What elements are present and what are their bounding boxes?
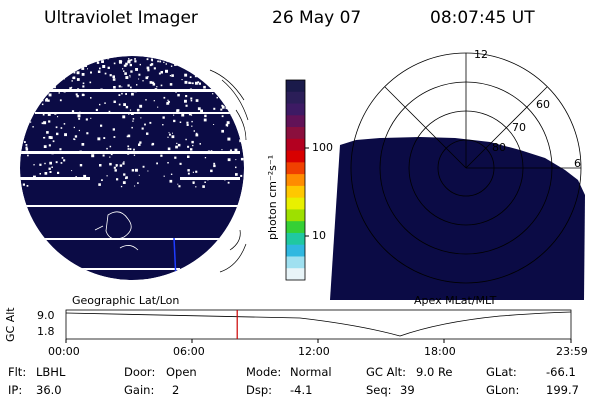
info-glat-val: -66.1 bbox=[546, 365, 576, 379]
continent-outline bbox=[94, 211, 139, 251]
colorbar-band bbox=[286, 197, 305, 210]
info-gcalt-key: GC Alt: bbox=[366, 365, 407, 379]
info-dsp-key: Dsp: bbox=[246, 383, 273, 397]
altitude-timeline bbox=[65, 309, 572, 343]
info-gcalt-val: 9.0 Re bbox=[416, 365, 453, 379]
mlat-ring-70: 70 bbox=[512, 121, 526, 134]
timeline-xtick-4: 23:59 bbox=[556, 345, 588, 358]
apex-caption: Apex MLat/MLT bbox=[414, 294, 497, 307]
timeline-ytick-high: 9.0 bbox=[37, 309, 55, 322]
colorbar-band bbox=[286, 221, 305, 234]
info-glat-key: GLat: bbox=[486, 365, 517, 379]
colorbar-band bbox=[286, 256, 305, 269]
info-ip-key: IP: bbox=[8, 383, 23, 397]
info-door-val: Open bbox=[166, 365, 197, 379]
colorbar-band bbox=[286, 138, 305, 152]
polar-plot bbox=[330, 52, 585, 300]
mlat-ring-80: 80 bbox=[492, 141, 506, 154]
mlt-label-12: 12 bbox=[474, 48, 488, 61]
colorbar-band bbox=[286, 209, 305, 222]
timeline-ytick-low: 1.8 bbox=[37, 325, 55, 338]
colorbar-band bbox=[286, 244, 305, 257]
info-flt-val: LBHL bbox=[36, 365, 66, 379]
info-seq-val: 39 bbox=[400, 383, 415, 397]
info-mode-key: Mode: bbox=[246, 365, 282, 379]
colorbar-band bbox=[286, 115, 305, 128]
timeline-xtick-3: 18:00 bbox=[424, 345, 456, 358]
colorbar bbox=[285, 79, 309, 281]
colorbar-band bbox=[286, 185, 305, 199]
colorbar-band bbox=[286, 232, 305, 246]
timeline-xtick-0: 00:00 bbox=[48, 345, 80, 358]
info-gain-val: 2 bbox=[172, 383, 180, 397]
info-ip-val: 36.0 bbox=[36, 383, 62, 397]
mlt-image-fill bbox=[330, 137, 585, 300]
colorbar-band bbox=[286, 162, 305, 175]
info-mode-val: Normal bbox=[290, 365, 332, 379]
info-flt-key: Flt: bbox=[8, 365, 27, 379]
info-door-key: Door: bbox=[124, 365, 156, 379]
date-label: 26 May 07 bbox=[272, 8, 362, 28]
info-seq-key: Seq: bbox=[366, 383, 392, 397]
instrument-title: Ultraviolet Imager bbox=[44, 8, 198, 28]
colorbar-band bbox=[286, 127, 305, 140]
info-gain-key: Gain: bbox=[124, 383, 155, 397]
colorbar-tick-100: 100 bbox=[312, 141, 333, 154]
geographic-image bbox=[20, 56, 244, 280]
info-glon-key: GLon: bbox=[486, 383, 520, 397]
colorbar-band bbox=[286, 174, 305, 187]
timeline-xtick-1: 06:00 bbox=[173, 345, 205, 358]
colorbar-band bbox=[286, 91, 305, 105]
info-dsp-val: -4.1 bbox=[290, 383, 313, 397]
map-grid-arcs bbox=[209, 69, 249, 273]
polar-grid bbox=[350, 52, 582, 284]
mlat-ring-60: 60 bbox=[536, 98, 550, 111]
time-label: 08:07:45 UT bbox=[430, 8, 535, 28]
scan-gaps bbox=[20, 89, 240, 270]
mlt-label-6: 6 bbox=[574, 157, 581, 170]
timeline-xtick-2: 12:00 bbox=[298, 345, 330, 358]
info-glon-val: 199.7 bbox=[546, 383, 579, 397]
colorbar-band bbox=[286, 80, 305, 93]
colorbar-band bbox=[286, 268, 305, 281]
colorbar-band bbox=[286, 150, 305, 163]
altitude-curve bbox=[65, 311, 572, 337]
geographic-caption: Geographic Lat/Lon bbox=[72, 294, 180, 307]
colorbar-unit-label: photon cm⁻²s⁻¹ bbox=[266, 154, 279, 240]
colorbar-band bbox=[286, 103, 305, 116]
colorbar-tick-10: 10 bbox=[312, 229, 326, 242]
timeline-ylabel: GC Alt bbox=[4, 307, 17, 342]
